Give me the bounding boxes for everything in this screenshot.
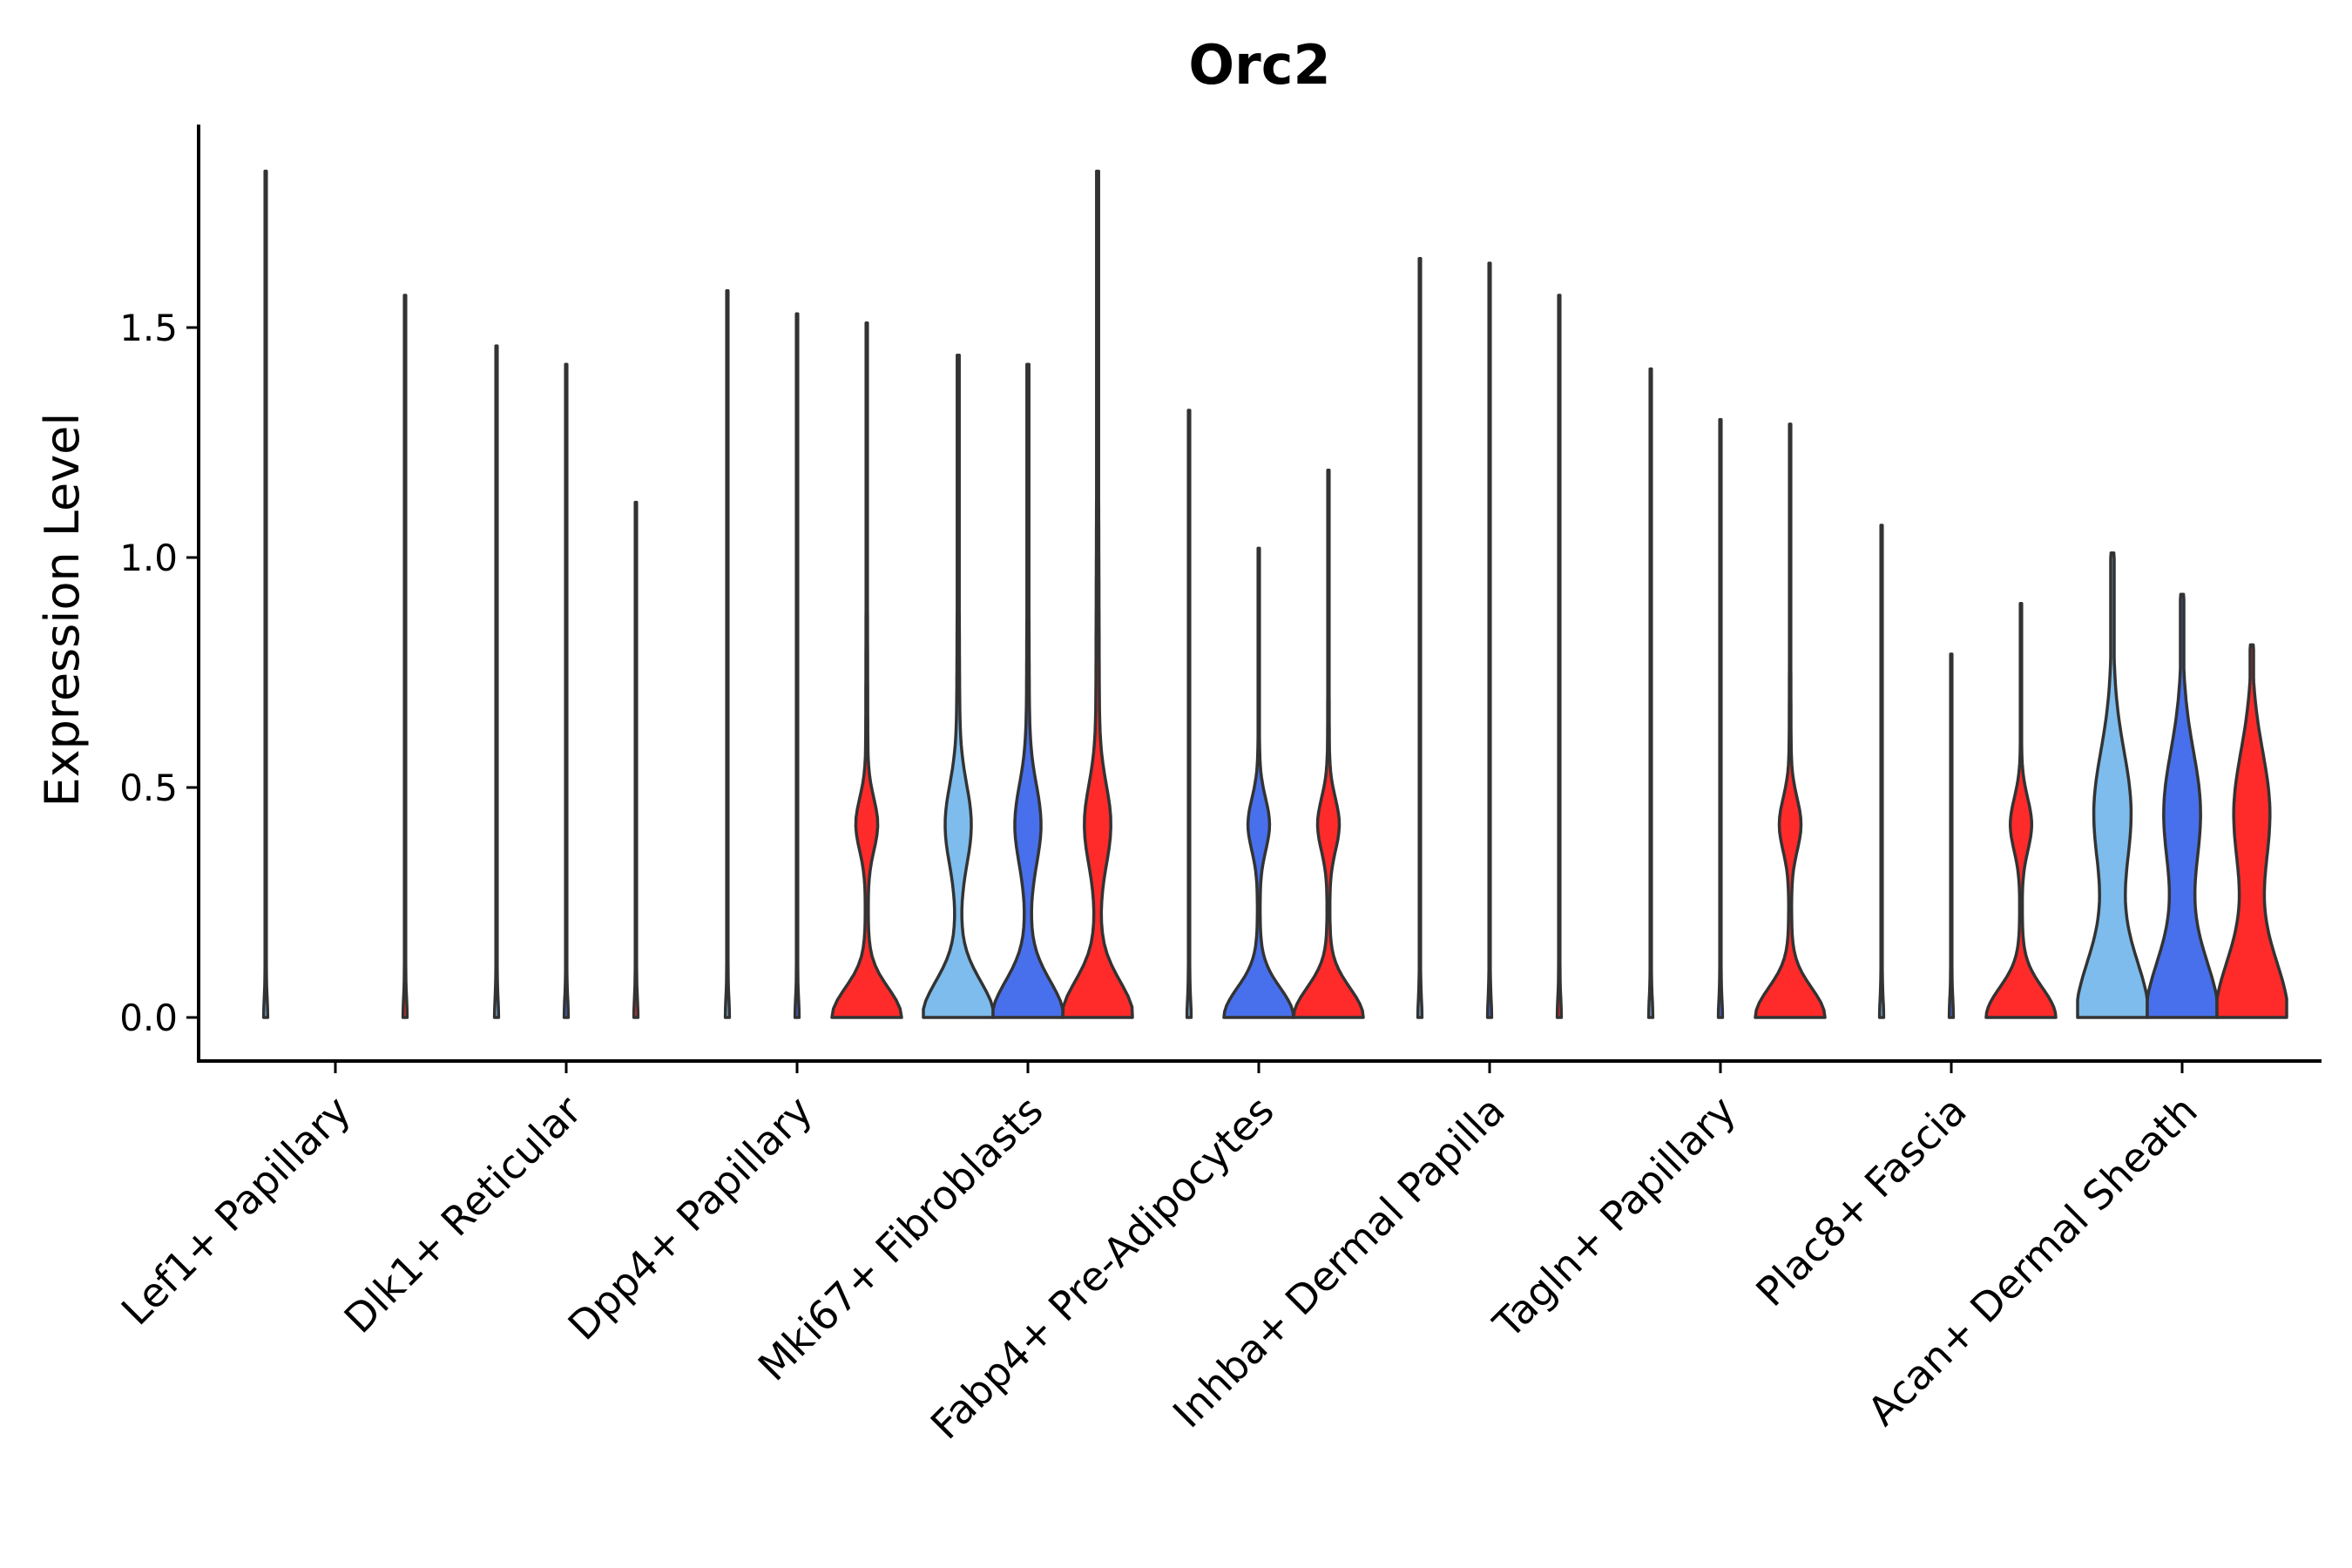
violin-8-1 <box>2146 592 2219 1019</box>
violin-4-1 <box>1222 546 1295 1019</box>
x-category-label: Dlk1+ Reticular <box>335 1087 591 1342</box>
violins-layer <box>261 169 2288 1019</box>
y-ticks: 0.0 0.5 1.0 1.5 <box>119 307 199 1039</box>
y-tick-label: 1.0 <box>119 537 178 579</box>
violin-3-2 <box>1061 169 1134 1019</box>
violin-0-2 <box>401 294 409 1019</box>
x-category-label: Tagln+ Papillary <box>1484 1087 1745 1348</box>
violin-7-0 <box>1877 524 1886 1019</box>
violin-3-0 <box>922 353 995 1019</box>
violin-2-0 <box>723 289 732 1019</box>
violin-1-0 <box>492 344 501 1019</box>
violin-2-1 <box>793 312 801 1019</box>
x-category-label: Lef1+ Papillary <box>112 1087 360 1335</box>
y-tick-label: 0.0 <box>119 997 178 1039</box>
violin-0-0 <box>261 169 270 1019</box>
y-axis-label: Expression Level <box>35 413 90 808</box>
violin-7-1 <box>1947 652 1956 1019</box>
violin-5-1 <box>1485 261 1494 1019</box>
chart-title: Orc2 <box>1188 33 1330 97</box>
violin-3-1 <box>991 362 1064 1019</box>
violin-7-2 <box>1984 602 2058 1019</box>
violin-5-2 <box>1555 294 1564 1019</box>
violin-6-1 <box>1716 417 1725 1019</box>
x-category-label: Plac8+ Fascia <box>1747 1087 1975 1315</box>
violin-1-1 <box>562 362 571 1019</box>
violin-4-0 <box>1185 409 1193 1019</box>
violin-6-0 <box>1646 367 1655 1019</box>
violin-4-2 <box>1292 468 1365 1019</box>
y-tick-label: 1.5 <box>119 307 178 349</box>
violin-5-0 <box>1416 257 1424 1019</box>
violin-1-2 <box>632 500 640 1019</box>
violin-8-0 <box>2076 551 2149 1019</box>
x-category-label: Dpp4+ Papillary <box>559 1087 821 1349</box>
violin-6-2 <box>1754 422 1827 1019</box>
y-tick-label: 0.5 <box>119 767 178 809</box>
violin-8-2 <box>2215 643 2288 1019</box>
violin-2-2 <box>830 321 903 1019</box>
